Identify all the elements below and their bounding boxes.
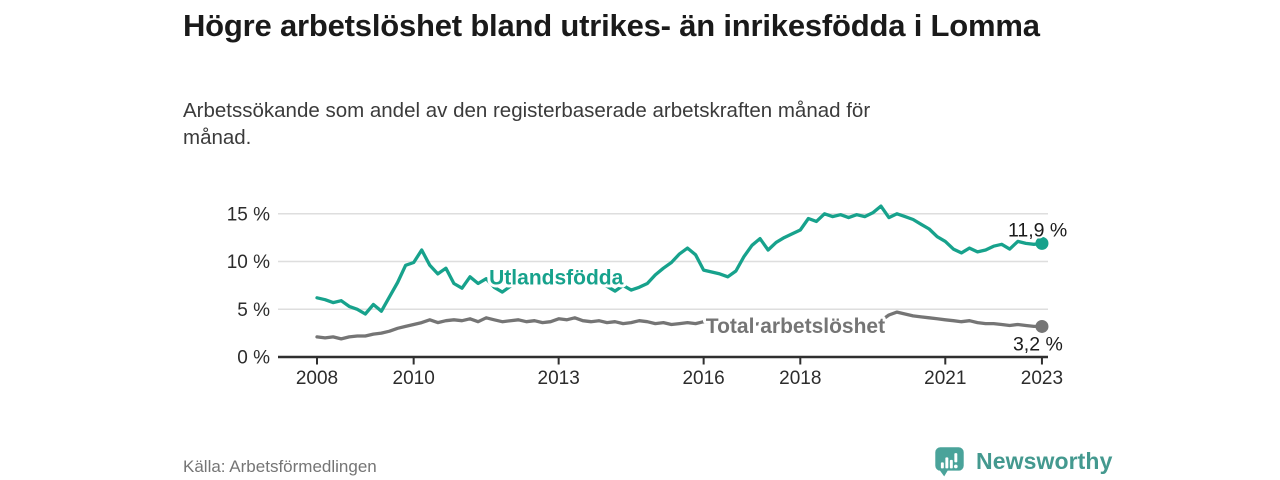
x-tick-label-2013: 2013 bbox=[538, 368, 580, 389]
end-value-label-total-arbetsl-shet: 3,2 % bbox=[1013, 333, 1063, 355]
x-tick-label-2021: 2021 bbox=[924, 368, 966, 389]
page-title: Högre arbetslöshet bland utrikes- än inr… bbox=[183, 8, 1040, 43]
series-end-dot-utlandsf-dda bbox=[1035, 236, 1049, 250]
series-line-total-arbetsl-shet bbox=[315, 310, 1044, 341]
unemployment-line-chart: 2008 2010 2013 2016 2018 2021 2023 0 % 5 % 10 % 15… bbox=[180, 183, 1080, 398]
y-tick-label-0: 0 % bbox=[237, 348, 270, 369]
series-label-utlandsf-dda: Utlandsfödda bbox=[489, 266, 623, 289]
x-tick-label-2008: 2008 bbox=[296, 368, 338, 389]
series-end-dot-total-arbetsl-shet bbox=[1035, 319, 1049, 333]
x-tick-label-2023: 2023 bbox=[1021, 368, 1063, 389]
newsworthy-pin-icon bbox=[935, 447, 964, 477]
end-value-label-utlandsf-dda: 11,9 % bbox=[1008, 219, 1067, 241]
newsworthy-wordmark: Newsworthy bbox=[976, 448, 1113, 474]
x-tick-label-2016: 2016 bbox=[682, 368, 724, 389]
page-subtitle: Arbetssökande som andel av den registerb… bbox=[183, 99, 871, 150]
y-tick-label-15: 15 % bbox=[227, 204, 270, 225]
series-label-total-arbetsl-shet: Total arbetslöshet bbox=[706, 315, 885, 338]
series-line-utlandsf-dda bbox=[315, 204, 1044, 316]
y-tick-label-10: 10 % bbox=[227, 252, 270, 273]
y-tick-label-5: 5 % bbox=[237, 300, 270, 321]
newsworthy-logo[interactable]: Newsworthy bbox=[933, 444, 1112, 479]
source-text: Källa: Arbetsförmedlingen bbox=[183, 457, 377, 476]
x-tick-label-2018: 2018 bbox=[779, 368, 821, 389]
chart-svg: 2008 2010 2013 2016 2018 2021 2023 0 % 5 % 10 % 15… bbox=[227, 204, 1070, 389]
x-tick-label-2010: 2010 bbox=[393, 368, 435, 389]
